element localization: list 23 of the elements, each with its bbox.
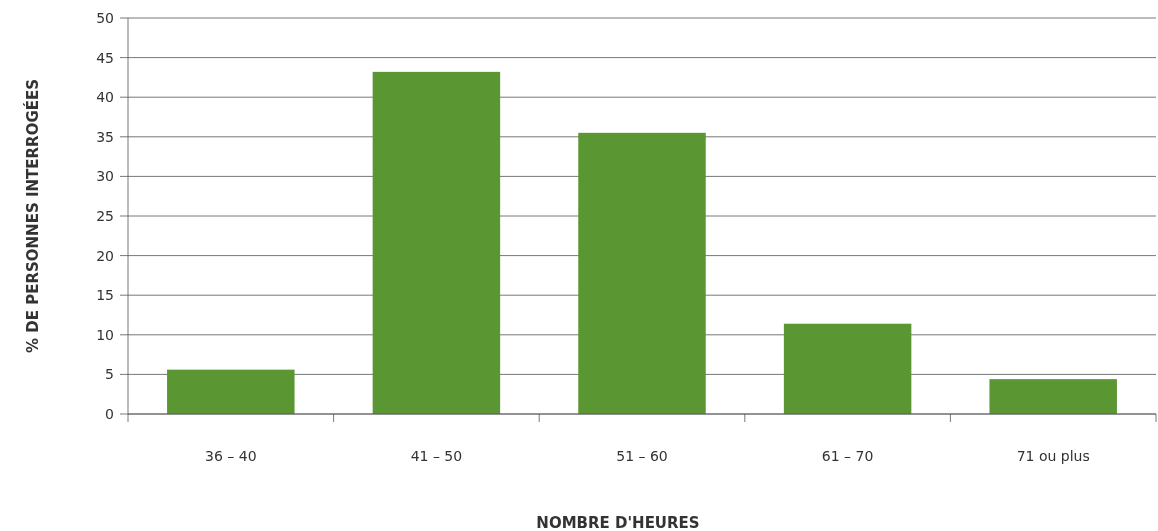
- y-tick-label: 20: [96, 247, 114, 264]
- y-tick-label: 30: [96, 168, 114, 185]
- x-tick-label: 61 – 70: [821, 448, 874, 464]
- y-tick-label: 5: [105, 366, 114, 383]
- bar: [783, 323, 912, 414]
- bar: [372, 71, 501, 414]
- x-tick-label: 41 – 50: [410, 448, 463, 464]
- y-tick-label: 35: [96, 128, 114, 145]
- y-tick-label: 0: [105, 405, 114, 422]
- x-tick-label: 51 – 60: [616, 448, 668, 464]
- y-tick-label: 10: [96, 326, 114, 343]
- y-tick-label: 15: [96, 287, 114, 304]
- x-tick-label: 71 ou plus: [1016, 448, 1090, 464]
- x-tick-label: 36 – 40: [205, 448, 257, 464]
- x-axis-title: NOMBRE D'HEURES: [536, 514, 700, 531]
- y-axis-title: % DE PERSONNES INTERROGÉES: [23, 79, 42, 353]
- y-tick-label: 40: [96, 89, 114, 106]
- y-tick-label: 45: [96, 49, 114, 66]
- y-tick-label: 50: [96, 9, 114, 26]
- bar: [578, 132, 706, 414]
- bar: [167, 369, 295, 414]
- bar: [989, 379, 1117, 414]
- y-tick-label: 25: [96, 207, 114, 224]
